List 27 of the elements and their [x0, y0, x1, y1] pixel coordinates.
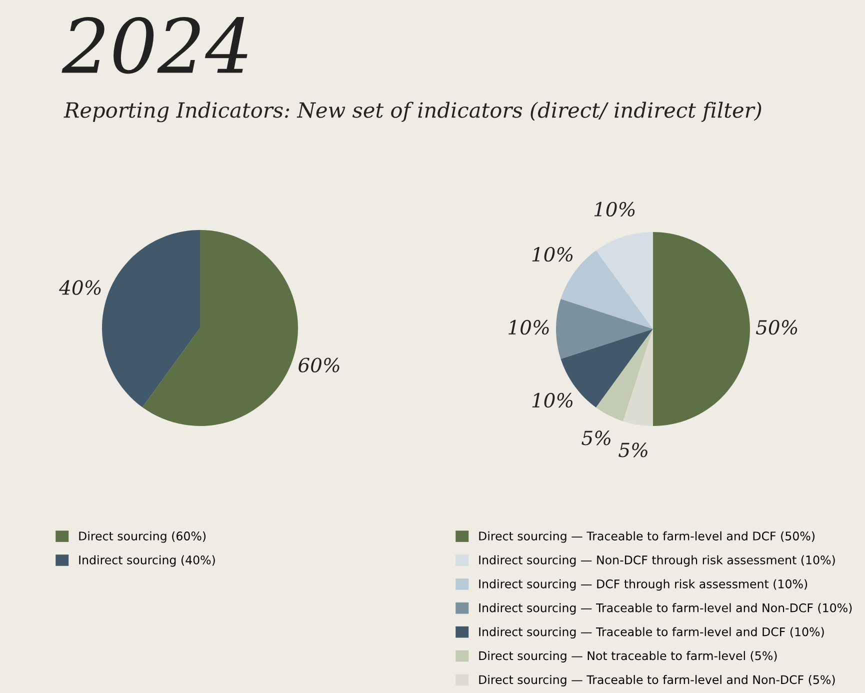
data-label: 10%: [508, 320, 549, 335]
pie-slice: [102, 230, 200, 408]
data-label: 10%: [532, 246, 573, 262]
pie-slice: [623, 329, 653, 426]
data-label: 60%: [298, 358, 340, 372]
chart-title: 2024: [62, 17, 248, 74]
data-label: 10%: [532, 392, 573, 408]
legend-label: Indirect sourcing — Traceable to farm-level and DCF (10%): [479, 627, 824, 639]
legend-label: Direct sourcing — Traceable to farm-level and DCF (50%): [479, 531, 814, 543]
legend-label: Indirect sourcing — Non-DCF through risk assessment (10%): [479, 555, 835, 567]
data-label: 10%: [594, 202, 635, 217]
pie-slice: [596, 329, 653, 422]
pie-slice: [596, 232, 653, 329]
data-label: 40%: [59, 280, 101, 295]
pie-slice: [556, 299, 653, 359]
legend-label: Direct sourcing — Not traceable to farm-level (5%): [479, 651, 777, 662]
legend-label: Indirect sourcing — DCF through risk assessment (10%): [479, 579, 808, 591]
legend-label: Direct sourcing (60%): [79, 531, 206, 543]
legend-label: Indirect sourcing — Traceable to farm-level and Non-DCF (10%): [479, 603, 852, 615]
text: Reporting Indicators: New set of indicators (direct/ indirect filter): [64, 102, 762, 122]
legend-label: Direct sourcing — Traceable to farm-level and Non-DCF (5%): [479, 674, 835, 686]
data-label: 50%: [756, 320, 798, 335]
pie-slice: [653, 232, 750, 426]
data-label: 5%: [618, 442, 648, 458]
legend-label: Indirect sourcing (40%): [79, 555, 215, 567]
pie-slice: [142, 230, 298, 426]
data-label: 5%: [582, 430, 610, 446]
